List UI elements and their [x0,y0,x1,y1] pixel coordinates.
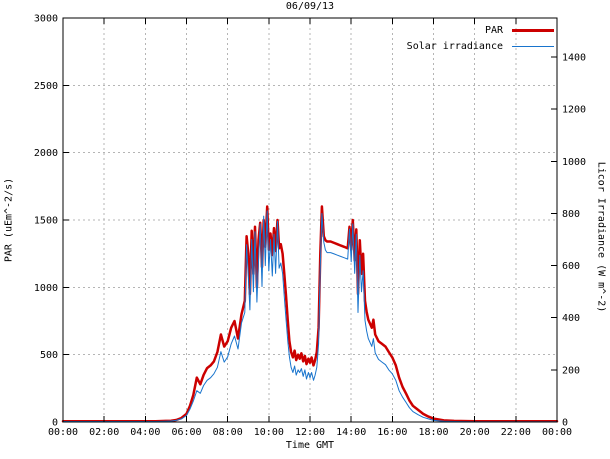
svg-text:06:00: 06:00 [171,427,201,438]
legend-item-solar: Solar irradiance [407,41,554,52]
svg-text:00:00: 00:00 [542,427,572,438]
svg-text:00:00: 00:00 [48,427,78,438]
solar-irradiance-line-swatch [512,46,554,47]
legend: PAR Solar irradiance [407,25,554,52]
y2-axis-label: Licor Irradiance (W m^-2) [595,161,607,313]
svg-text:14:00: 14:00 [336,427,366,438]
svg-text:2500: 2500 [34,81,58,92]
svg-text:800: 800 [562,209,580,220]
svg-text:12:00: 12:00 [295,427,325,438]
svg-text:500: 500 [40,350,58,361]
legend-label-solar: Solar irradiance [406,41,503,52]
svg-text:08:00: 08:00 [213,427,243,438]
svg-text:18:00: 18:00 [418,427,448,438]
svg-text:10:00: 10:00 [254,427,284,438]
svg-text:1400: 1400 [562,53,586,64]
svg-text:1200: 1200 [562,105,586,116]
svg-text:0: 0 [52,418,58,429]
svg-text:22:00: 22:00 [501,427,531,438]
svg-text:20:00: 20:00 [460,427,490,438]
legend-label-par: PAR [484,25,503,36]
svg-text:04:00: 04:00 [130,427,160,438]
svg-text:3000: 3000 [34,14,58,25]
svg-text:1000: 1000 [34,283,58,294]
x-axis-label: Time GMT [285,440,335,451]
svg-text:0: 0 [562,418,568,429]
svg-text:200: 200 [562,365,580,376]
y-axis-label: PAR (uEm^-2/s) [3,177,15,263]
svg-text:1000: 1000 [562,157,586,168]
svg-text:2000: 2000 [34,148,58,159]
svg-text:02:00: 02:00 [89,427,119,438]
svg-text:400: 400 [562,313,580,324]
legend-item-par: PAR [407,25,554,36]
chart-title: 06/09/13 [285,1,335,12]
svg-text:600: 600 [562,261,580,272]
par-line-swatch [512,29,554,32]
svg-text:16:00: 16:00 [377,427,407,438]
svg-text:1500: 1500 [34,216,58,227]
